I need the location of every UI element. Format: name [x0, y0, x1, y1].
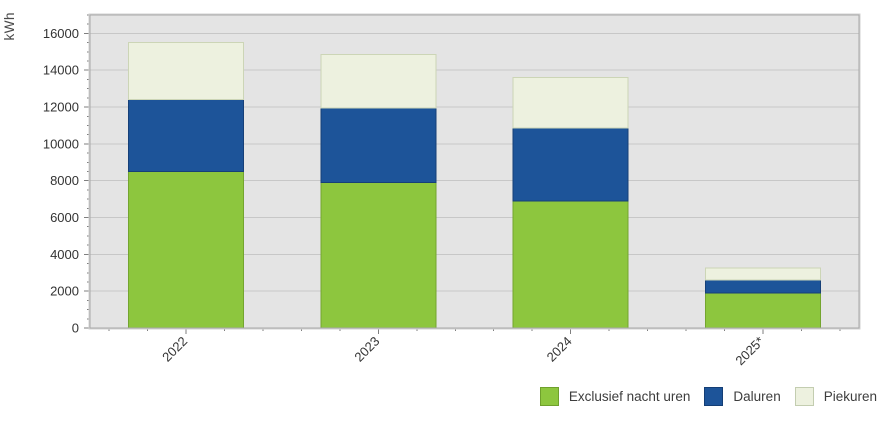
bar-segment-2022-daluren[interactable]	[128, 99, 245, 172]
y-tick-label: 6000	[50, 210, 79, 225]
legend-label-piekuren: Piekuren	[823, 389, 877, 404]
legend: Exclusief nacht uren Daluren Piekuren	[539, 387, 877, 406]
y-tick-label: 0	[72, 321, 79, 336]
y-tick-label: 14000	[43, 63, 79, 78]
legend-label-exclusief-nacht-uren: Exclusief nacht uren	[568, 389, 691, 404]
bar-segment-2022-exclusief-nacht-uren[interactable]	[128, 171, 245, 329]
y-tick-label: 8000	[50, 173, 79, 188]
legend-item-exclusief-nacht-uren[interactable]: Exclusief nacht uren	[539, 387, 691, 406]
y-tick-label: 16000	[43, 26, 79, 41]
legend-swatch-exclusief-nacht-uren	[539, 387, 559, 406]
bar-segment-2023-exclusief-nacht-uren[interactable]	[320, 182, 437, 329]
bar-segment-2025-daluren[interactable]	[704, 279, 821, 294]
plot-border-outer	[88, 13, 861, 330]
y-tick-label: 4000	[50, 247, 79, 262]
bar-segment-2022-piekuren[interactable]	[128, 42, 245, 101]
x-tick-label-2025: 2025*	[732, 334, 767, 369]
x-tick-label-2022: 2022	[159, 334, 190, 365]
bar-segment-2024-piekuren[interactable]	[512, 77, 629, 129]
x-tick-label-2023: 2023	[351, 334, 382, 365]
bar-segment-2024-daluren[interactable]	[512, 127, 629, 202]
bar-segment-2025-exclusief-nacht-uren[interactable]	[704, 292, 821, 329]
legend-item-piekuren[interactable]: Piekuren	[794, 387, 877, 406]
legend-label-daluren: Daluren	[733, 389, 781, 404]
bar-segment-2023-daluren[interactable]	[320, 107, 437, 184]
legend-item-daluren[interactable]: Daluren	[704, 387, 781, 406]
y-tick-label: 10000	[43, 136, 79, 151]
bar-segment-2024-exclusief-nacht-uren[interactable]	[512, 200, 629, 329]
legend-swatch-daluren	[704, 387, 724, 406]
bar-segment-2023-piekuren[interactable]	[320, 54, 437, 109]
stacked-bar-chart: 0 2000 4000 6000 8000 10000 12000 14000 16000 202…	[43, 13, 861, 369]
legend-swatch-piekuren	[794, 387, 814, 406]
plot-border	[89, 14, 860, 329]
y-tick-label: 2000	[50, 284, 79, 299]
x-tick-label-2024: 2024	[544, 334, 575, 365]
bar-segment-2025-piekuren[interactable]	[704, 267, 821, 281]
y-tick-label: 12000	[43, 100, 79, 115]
